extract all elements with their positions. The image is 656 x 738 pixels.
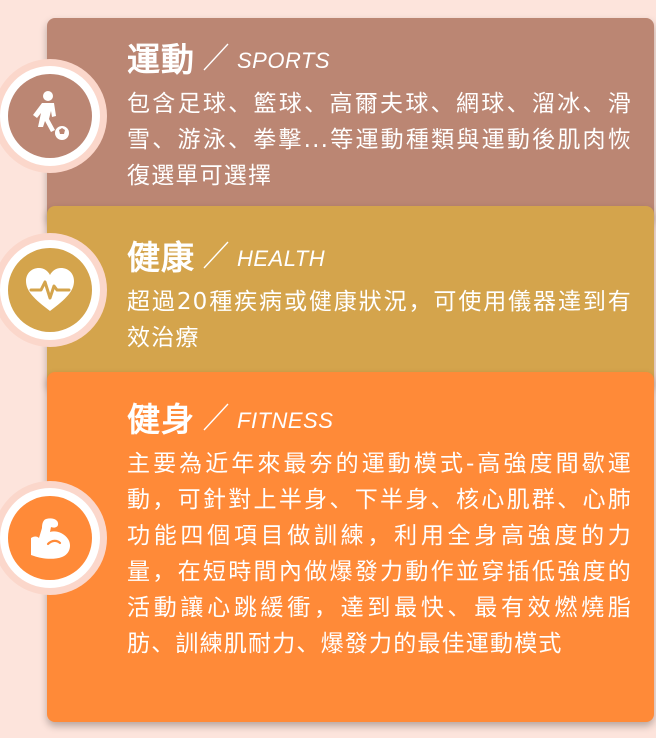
health-title: 健康 [127, 238, 195, 277]
fitness-icon-badge [0, 488, 100, 588]
slash-divider-icon [203, 241, 229, 269]
fitness-card: 健身 FITNESS 主要為近年來最夯的運動模式-高強度間歇運動，可針對上半身、… [47, 372, 654, 722]
flexed-arm-icon [31, 518, 70, 559]
health-icon-badge [0, 240, 100, 340]
sports-description: 包含足球、籃球、高爾夫球、網球、溜冰、滑雪、游泳、拳擊...等運動種類與運動後肌… [127, 91, 632, 189]
health-card: 健康 HEALTH 超過20種疾病或健康狀況，可使用儀器達到有效治療 [47, 206, 654, 388]
soccer-player-icon [33, 91, 69, 140]
fitness-description: 主要為近年來最夯的運動模式-高強度間歇運動，可針對上半身、下半身、核心肌群、心肺… [127, 451, 632, 657]
health-description: 超過20種疾病或健康狀況，可使用儀器達到有效治療 [127, 289, 632, 351]
fitness-heading: 健身 FITNESS [127, 394, 632, 440]
heartbeat-icon [26, 268, 74, 311]
sports-title: 運動 [127, 40, 195, 79]
health-subtitle: HEALTH [237, 246, 326, 271]
sports-subtitle: SPORTS [237, 48, 331, 73]
sports-card: 運動 SPORTS 包含足球、籃球、高爾夫球、網球、溜冰、滑雪、游泳、拳擊...… [47, 18, 654, 222]
slash-divider-icon [203, 43, 229, 71]
health-heading: 健康 HEALTH [127, 232, 632, 278]
sports-heading: 運動 SPORTS [127, 34, 632, 80]
sports-icon-badge [0, 66, 100, 166]
fitness-title: 健身 [127, 400, 195, 439]
slash-divider-icon [203, 403, 229, 431]
fitness-subtitle: FITNESS [237, 408, 334, 433]
